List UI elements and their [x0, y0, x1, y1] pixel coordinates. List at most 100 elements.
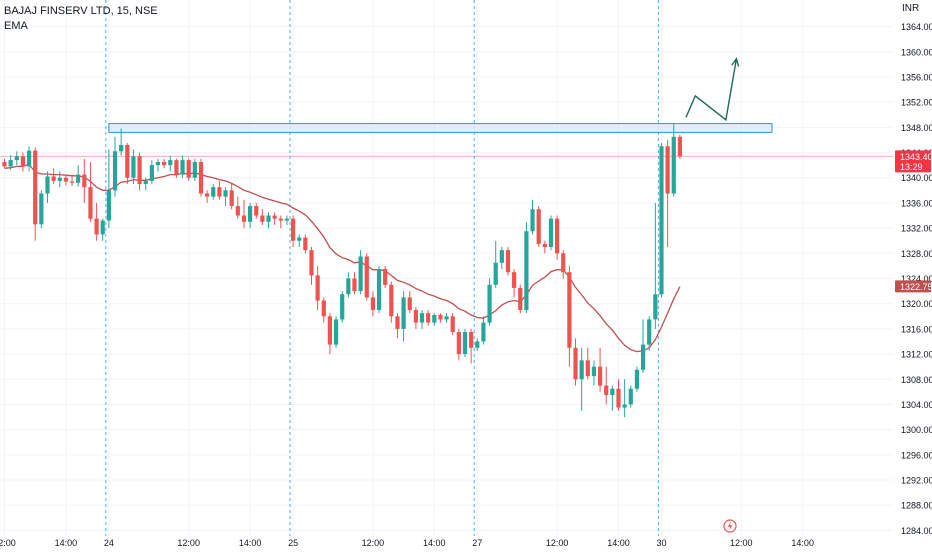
candle-down[interactable]: [518, 284, 523, 314]
symbol-title[interactable]: BAJAJ FINSERV LTD, 15, NSE: [4, 5, 158, 17]
candle-down[interactable]: [536, 206, 541, 248]
candle-up[interactable]: [211, 184, 216, 200]
candle-up[interactable]: [640, 319, 646, 373]
candle-up[interactable]: [297, 234, 302, 248]
candle-down[interactable]: [309, 247, 314, 285]
candle-down[interactable]: [290, 215, 296, 248]
candle-down[interactable]: [186, 158, 191, 181]
candle-up[interactable]: [168, 155, 173, 172]
candle-down[interactable]: [69, 174, 75, 186]
candle-up[interactable]: [26, 146, 32, 172]
candle-up[interactable]: [622, 379, 627, 418]
candle-up[interactable]: [475, 338, 480, 351]
candle-down[interactable]: [327, 313, 333, 355]
candle-up[interactable]: [192, 158, 197, 181]
candle-down[interactable]: [383, 265, 388, 288]
resistance-zone[interactable]: [108, 123, 773, 133]
candle-up[interactable]: [493, 240, 498, 288]
candle-up[interactable]: [346, 272, 351, 298]
candle-down[interactable]: [395, 313, 400, 339]
candle-down[interactable]: [33, 147, 38, 241]
candle-up[interactable]: [610, 385, 615, 411]
candle-down[interactable]: [604, 366, 609, 405]
candle-down[interactable]: [2, 158, 7, 168]
candle-down[interactable]: [137, 152, 142, 191]
candle-up[interactable]: [628, 385, 633, 408]
candle-up[interactable]: [248, 202, 253, 229]
candle-up[interactable]: [530, 199, 535, 235]
candle-up[interactable]: [8, 155, 13, 171]
candle-down[interactable]: [63, 174, 68, 186]
x-axis[interactable]: 12:00 14:00 24 12:00 14:00 25 12:00 14:00 27 12:0…: [0, 538, 814, 548]
candle-down[interactable]: [597, 347, 603, 392]
candle-down[interactable]: [407, 291, 412, 314]
candle-up[interactable]: [143, 177, 148, 191]
candle-up[interactable]: [487, 278, 492, 326]
candle-down[interactable]: [542, 240, 547, 254]
candle-up[interactable]: [340, 291, 345, 323]
candle-up[interactable]: [131, 149, 136, 185]
candle-up[interactable]: [444, 313, 449, 323]
candle-down[interactable]: [555, 215, 560, 260]
candle-up[interactable]: [634, 366, 640, 392]
candle-down[interactable]: [413, 306, 418, 329]
candle-up[interactable]: [223, 187, 228, 207]
candle-up[interactable]: [45, 171, 50, 203]
candle-up[interactable]: [14, 151, 19, 166]
candle-up[interactable]: [671, 123, 676, 197]
candle-up[interactable]: [333, 316, 339, 348]
y-axis[interactable]: INR 1284.00 1288.00 1292.00 1296.00 1300.00 1…: [901, 3, 932, 536]
candle-up[interactable]: [659, 143, 664, 298]
candle-down[interactable]: [125, 143, 130, 185]
candle-down[interactable]: [561, 250, 566, 279]
candle-up[interactable]: [266, 212, 271, 229]
candle-down[interactable]: [567, 265, 572, 367]
events-flash-icon[interactable]: [723, 519, 737, 533]
candle-up[interactable]: [579, 347, 584, 411]
candle-up[interactable]: [548, 215, 554, 251]
candle-up[interactable]: [57, 171, 62, 188]
candle-up[interactable]: [653, 202, 658, 329]
candle-down[interactable]: [364, 253, 369, 301]
candle-down[interactable]: [88, 161, 93, 222]
candle-up[interactable]: [149, 160, 154, 185]
candle-down[interactable]: [677, 134, 682, 159]
candle-up[interactable]: [284, 215, 290, 225]
candle-down[interactable]: [616, 379, 621, 411]
candle-up[interactable]: [39, 190, 44, 229]
candle-down[interactable]: [205, 190, 210, 203]
ema-indicator-label[interactable]: EMA: [4, 20, 28, 32]
candle-down[interactable]: [315, 265, 320, 310]
candle-down[interactable]: [469, 328, 474, 364]
candle-down[interactable]: [94, 202, 99, 241]
candle-down[interactable]: [303, 234, 308, 254]
candle-down[interactable]: [217, 180, 222, 200]
candle-down[interactable]: [20, 152, 26, 172]
candle-up[interactable]: [419, 309, 425, 329]
candle-down[interactable]: [450, 313, 455, 336]
projection-path[interactable]: [685, 58, 738, 122]
candle-down[interactable]: [235, 196, 240, 219]
candle-up[interactable]: [106, 149, 111, 229]
candle-up[interactable]: [100, 218, 105, 241]
candle-down[interactable]: [573, 338, 578, 386]
candle-down[interactable]: [456, 328, 461, 361]
candle-up[interactable]: [481, 316, 486, 345]
candle-down[interactable]: [278, 215, 283, 229]
candle-down[interactable]: [229, 184, 234, 210]
candle-up[interactable]: [155, 158, 161, 172]
candle-up[interactable]: [524, 221, 529, 314]
candle-down[interactable]: [254, 202, 259, 219]
projection-arrow[interactable]: [685, 57, 740, 122]
candle-up[interactable]: [499, 247, 504, 270]
candle-down[interactable]: [198, 158, 204, 197]
candle-down[interactable]: [51, 168, 56, 185]
candle-down[interactable]: [162, 158, 167, 169]
candle-down[interactable]: [321, 297, 326, 323]
candle-down[interactable]: [426, 309, 431, 326]
candle-up[interactable]: [112, 136, 118, 197]
candle-up[interactable]: [358, 250, 363, 295]
candle-down[interactable]: [174, 158, 179, 178]
